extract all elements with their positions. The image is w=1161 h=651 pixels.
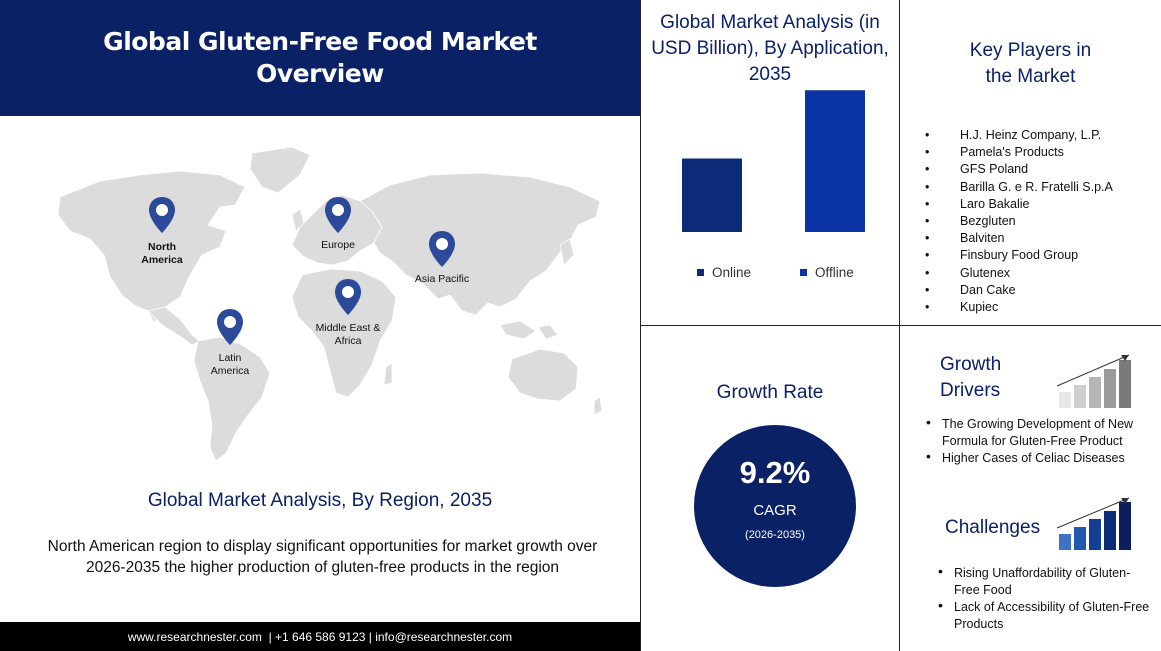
growth-rate-panel: Growth Rate 9.2% CAGR (2026-2035) — [641, 326, 899, 651]
application-chart-panel: Global Market Analysis (in USD Billion),… — [641, 0, 899, 325]
pin-label-middle-east-africa: Middle East & Africa — [315, 322, 381, 347]
map-pin-icon[interactable] — [149, 197, 175, 233]
legend-label: Online — [712, 265, 752, 280]
legend-item-online: Online — [697, 265, 751, 280]
key-player-item: Kupiec — [920, 299, 1113, 316]
key-players-title-text: Key Players in the Market — [969, 40, 1092, 87]
bar-growth-blue-icon — [1056, 497, 1131, 550]
map-pin-icon[interactable] — [429, 231, 455, 267]
cagr-label: CAGR — [753, 502, 797, 519]
bar-growth-gray-icon — [1056, 354, 1131, 408]
chart-title: Global Market Analysis (in USD Billion),… — [651, 12, 889, 85]
key-player-item: H.J. Heinz Company, L.P. — [920, 127, 1113, 144]
key-player-item: Balviten — [920, 230, 1113, 247]
bar-online — [682, 158, 742, 232]
world-map: North America Europe Asia Pacific Middle… — [30, 135, 620, 465]
key-player-item: Dan Cake — [920, 282, 1113, 299]
key-players-title: Key Players in the Market — [900, 38, 1161, 90]
growth-rate-title: Growth Rate — [716, 382, 824, 403]
map-pin-icon[interactable] — [335, 279, 361, 315]
key-players-panel: Key Players in the Market H.J. Heinz Com… — [900, 0, 1161, 325]
key-player-item: Bezgluten — [920, 213, 1113, 230]
key-player-item: Finsbury Food Group — [920, 247, 1113, 264]
legend-item-offline: Offline — [800, 265, 854, 280]
page-header: Global Gluten-Free Food Market Overview — [0, 0, 640, 116]
cagr-circle: 9.2% CAGR (2026-2035) — [694, 425, 856, 587]
footer-contact-text: www.researchnester.com | +1 646 586 9123… — [127, 629, 513, 644]
growth-driver-item: The Growing Development of New Formula f… — [926, 414, 1152, 450]
key-players-list: H.J. Heinz Company, L.P.Pamela's Product… — [920, 127, 1113, 316]
pin-label-north-america: North America — [141, 241, 183, 266]
growth-driver-item: Higher Cases of Celiac Diseases — [926, 448, 1152, 467]
cagr-value: 9.2% — [739, 455, 811, 490]
drivers-challenges-panel: Growth Drivers The Growing Development o… — [900, 326, 1161, 651]
legend-swatch — [800, 269, 807, 276]
legend-label: Offline — [815, 265, 854, 280]
challenges-title: Challenges — [945, 517, 1041, 538]
page-title: Global Gluten-Free Food Market Overview — [103, 27, 537, 88]
key-player-item: Glutenex — [920, 265, 1113, 282]
region-analysis-title: Global Market Analysis, By Region, 2035 — [147, 490, 493, 511]
growth-drivers-title: Growth Drivers — [940, 354, 1002, 401]
key-player-item: Laro Bakalie — [920, 196, 1113, 213]
challenges-list: Rising Unaffordability of Gluten-Free Fo… — [938, 563, 1154, 633]
divider — [640, 325, 1161, 326]
bar-offline — [805, 90, 865, 232]
key-player-item: Pamela's Products — [920, 144, 1113, 161]
region-panel: Global Gluten-Free Food Market Overview — [0, 0, 640, 651]
cagr-period: (2026-2035) — [745, 529, 805, 541]
challenge-item: Rising Unaffordability of Gluten-Free Fo… — [938, 563, 1154, 599]
key-player-item: GFS Poland — [920, 161, 1113, 178]
legend-swatch — [697, 269, 704, 276]
contact-footer: www.researchnester.com | +1 646 586 9123… — [0, 622, 640, 651]
region-analysis-description: North American region to display signifi… — [47, 538, 598, 576]
application-bar-chart — [682, 90, 865, 232]
challenge-item: Lack of Accessibility of Gluten-Free Pro… — [938, 597, 1154, 633]
pin-label-europe: Europe — [321, 239, 355, 251]
map-pin-icon[interactable] — [325, 197, 351, 233]
pin-label-asia-pacific: Asia Pacific — [414, 273, 470, 285]
world-map-graphic — [57, 146, 603, 462]
growth-drivers-list: The Growing Development of New Formula f… — [926, 414, 1152, 467]
key-player-item: Barilla G. e R. Fratelli S.p.A — [920, 179, 1113, 196]
pin-label-latin-america: Latin America — [210, 352, 250, 377]
map-pin-icon[interactable] — [217, 309, 243, 345]
